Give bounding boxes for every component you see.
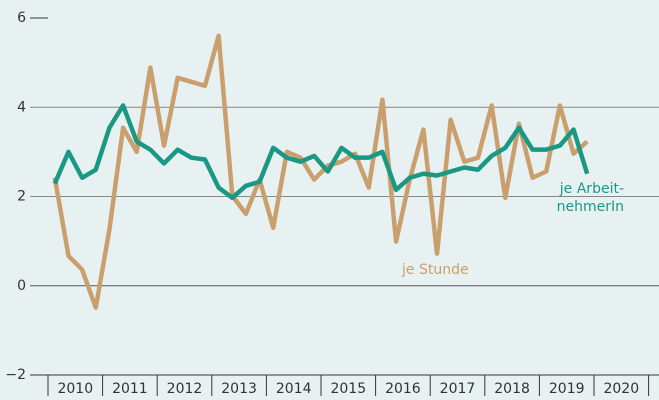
series-label: je Arbeit-nehmerIn [556, 181, 624, 215]
x-tick-label: 2015 [330, 381, 366, 397]
y-tick-label: −2 [5, 367, 26, 383]
x-tick-label: 2010 [57, 381, 93, 397]
x-tick-label: 2020 [603, 381, 639, 397]
y-tick-label: 2 [17, 189, 26, 205]
y-tick-label: 0 [17, 278, 26, 294]
x-tick-label: 2014 [276, 381, 312, 397]
x-tick-label: 2011 [112, 381, 148, 397]
x-tick-label: 2018 [494, 381, 530, 397]
x-tick-label: 2019 [549, 381, 585, 397]
x-tick-label: 2016 [385, 381, 421, 397]
line-series [52, 103, 590, 201]
x-tick-label: 2012 [167, 381, 203, 397]
y-tick-label: 6 [17, 10, 26, 26]
series-label: je Stunde [402, 262, 469, 278]
x-tick-label: 2013 [221, 381, 257, 397]
y-tick-label: 4 [17, 99, 26, 115]
x-tick-label: 2017 [440, 381, 476, 397]
